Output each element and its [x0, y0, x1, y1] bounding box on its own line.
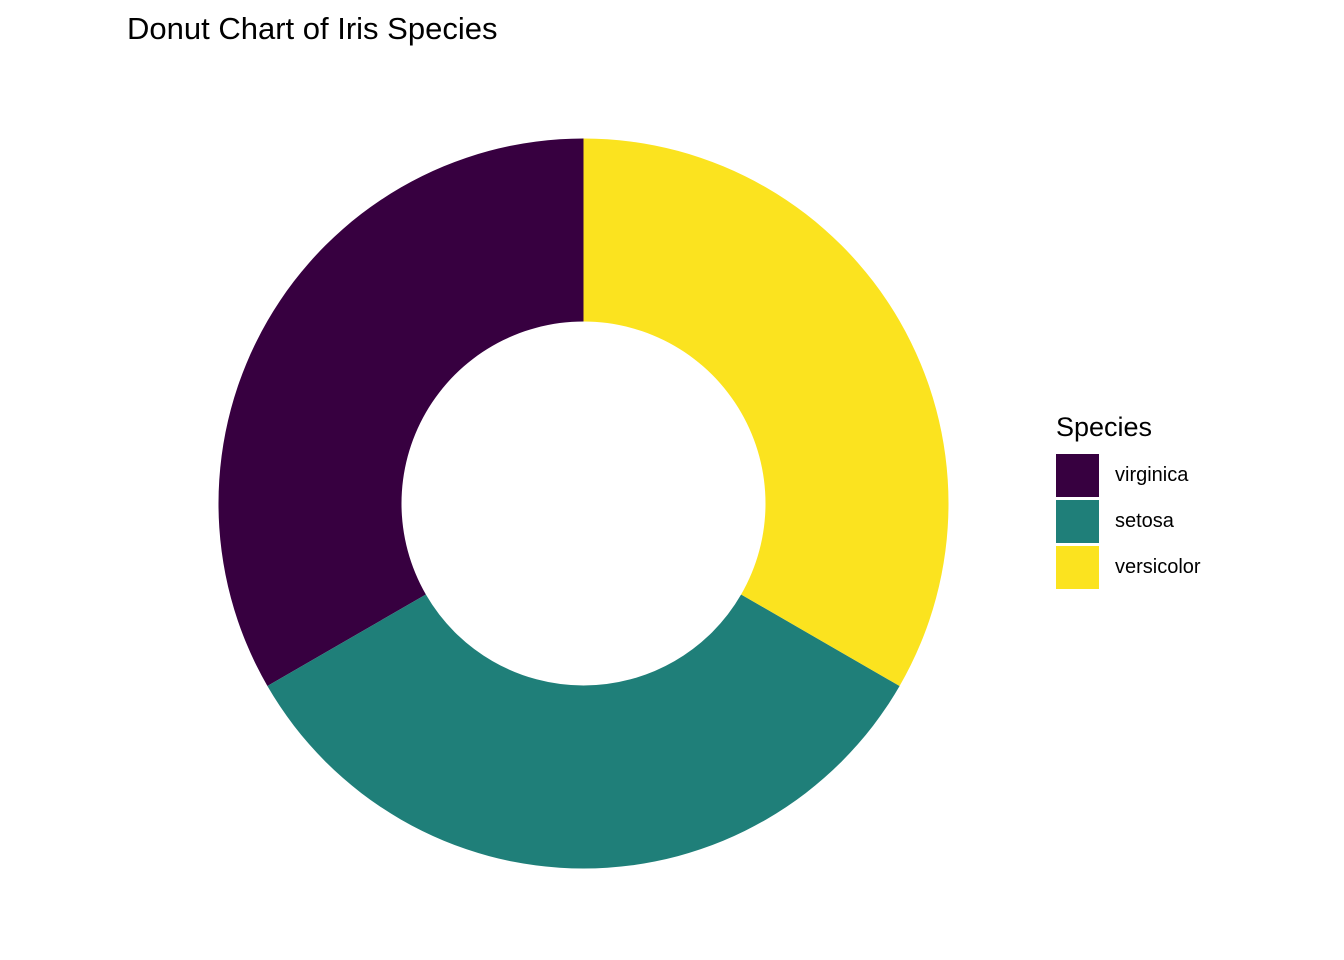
- slice-virginica: [218, 138, 584, 686]
- legend-item-versicolor: versicolor: [1056, 544, 1201, 590]
- legend-label: setosa: [1115, 509, 1174, 532]
- legend-item-virginica: virginica: [1056, 452, 1201, 498]
- slice-setosa: [267, 594, 900, 869]
- chart-title: Donut Chart of Iris Species: [127, 11, 498, 46]
- legend-swatch: [1056, 545, 1099, 589]
- legend: Species virginica setosa versicolor: [1056, 410, 1201, 590]
- legend-swatch: [1056, 499, 1099, 543]
- legend-title: Species: [1056, 412, 1153, 442]
- legend-label: virginica: [1115, 463, 1189, 486]
- legend-item-setosa: setosa: [1056, 498, 1201, 544]
- donut-slices: [218, 138, 949, 869]
- legend-swatch: [1056, 453, 1099, 497]
- slice-versicolor: [583, 138, 949, 686]
- legend-label: versicolor: [1115, 555, 1201, 578]
